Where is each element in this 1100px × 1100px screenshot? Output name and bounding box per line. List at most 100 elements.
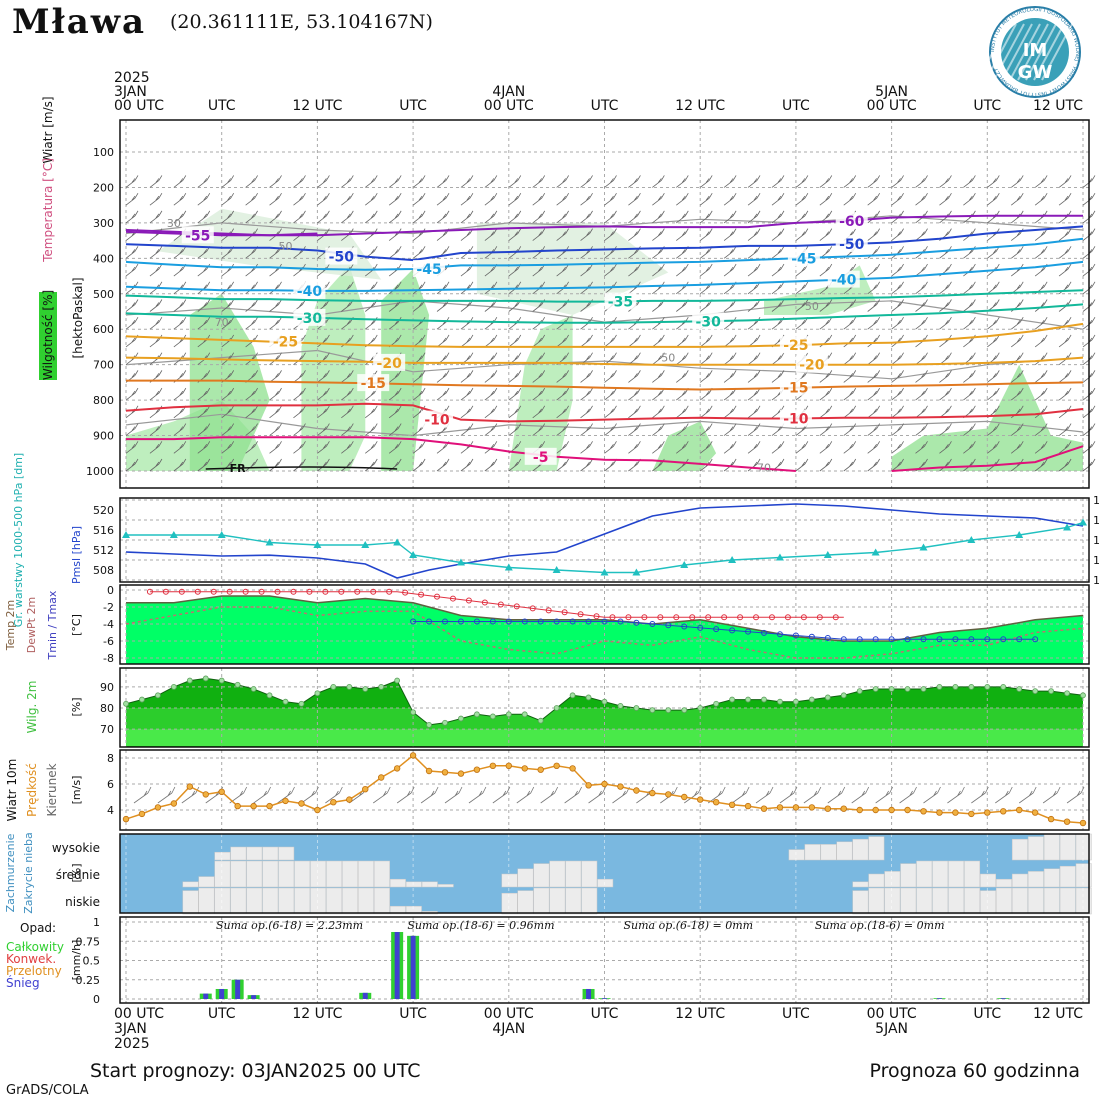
tmin-marker bbox=[410, 618, 417, 625]
wind-barb bbox=[819, 387, 833, 401]
wind-barb bbox=[699, 175, 713, 188]
tmin-marker bbox=[856, 636, 863, 643]
wind-barb bbox=[580, 458, 593, 472]
wind-speed-marker bbox=[170, 800, 178, 807]
wind-barb bbox=[460, 423, 474, 436]
wind-barb bbox=[867, 405, 881, 419]
wind-speed-marker bbox=[314, 806, 321, 814]
wind-barb bbox=[1010, 263, 1024, 277]
pmsl-line bbox=[125, 503, 1084, 579]
cloud-bar bbox=[246, 846, 263, 861]
isotherm-label: -55 bbox=[185, 228, 210, 244]
wind-barb bbox=[604, 370, 617, 383]
wind-barb bbox=[149, 317, 163, 330]
cloud-bar bbox=[182, 890, 199, 915]
isotherm-label-bg bbox=[604, 292, 637, 310]
wind-speed-marker bbox=[473, 766, 481, 773]
wind-barb bbox=[771, 228, 785, 241]
time-tick-label: 00 UTC bbox=[484, 98, 534, 114]
cloud-bar bbox=[342, 887, 358, 915]
isotherm-label: -40 bbox=[297, 284, 323, 300]
date-label: 3JAN bbox=[114, 1021, 147, 1037]
wind-barb bbox=[532, 210, 546, 224]
wind-barb bbox=[891, 334, 904, 348]
wind-barb bbox=[125, 210, 139, 224]
wind-barb bbox=[963, 387, 976, 401]
cloud-level-label: średnie bbox=[56, 868, 100, 882]
wind-speed-marker bbox=[346, 796, 353, 803]
wind-barb bbox=[795, 281, 809, 295]
cloud-bar bbox=[310, 887, 327, 915]
wind-speed-marker bbox=[122, 815, 130, 823]
date-label: 4JAN bbox=[492, 84, 525, 100]
wind-barb bbox=[245, 441, 258, 454]
cloud-bar bbox=[198, 876, 215, 888]
wind-barb bbox=[963, 423, 976, 436]
wind-barb bbox=[987, 192, 1000, 206]
cloud-bar bbox=[1043, 833, 1060, 861]
time-tick-label: 12 UTC bbox=[1033, 1006, 1083, 1022]
tmax-marker bbox=[497, 601, 504, 608]
wind-barb bbox=[412, 441, 426, 454]
wind-barb bbox=[604, 263, 617, 277]
isotherm-label-bg bbox=[779, 409, 812, 427]
wind-barb bbox=[723, 352, 737, 365]
temperature-axis-label: Temperatura [°C] bbox=[41, 158, 55, 263]
dewpoint-line bbox=[125, 606, 1084, 659]
thickness-marker bbox=[1079, 518, 1087, 526]
wind-barb bbox=[221, 458, 235, 472]
wind-barb bbox=[197, 192, 211, 206]
time-tick-label: 12 UTC bbox=[675, 98, 725, 114]
wind-speed-marker bbox=[984, 809, 991, 816]
wind-barb bbox=[484, 387, 498, 401]
wind-barb bbox=[149, 175, 163, 188]
precip-sum-label: Suma op.(18-6) = 0mm bbox=[815, 919, 945, 932]
wind-barb bbox=[771, 370, 785, 383]
cloud-bar bbox=[852, 890, 869, 915]
cloud-bar bbox=[948, 887, 965, 915]
wind-barb bbox=[963, 263, 976, 277]
wind-barb bbox=[269, 423, 282, 436]
wind-barb bbox=[771, 192, 785, 206]
humidity-area bbox=[476, 222, 669, 315]
thickness-marker bbox=[504, 563, 513, 571]
wind-barb bbox=[293, 441, 306, 454]
wind-barb bbox=[676, 405, 689, 419]
thickness-marker bbox=[361, 541, 370, 548]
wind-barb bbox=[412, 387, 426, 401]
thickness-marker bbox=[967, 536, 976, 543]
wind-barb bbox=[939, 317, 952, 330]
cloud-bar bbox=[980, 890, 996, 915]
wind-barb bbox=[915, 192, 928, 206]
wind-barb bbox=[1034, 299, 1048, 312]
wind-barb bbox=[317, 387, 330, 401]
wind-barb bbox=[365, 405, 378, 419]
wind-barb bbox=[747, 441, 761, 454]
thickness-marker bbox=[169, 531, 178, 538]
wind-barb bbox=[1010, 192, 1024, 206]
isotherm-label-bg bbox=[357, 374, 390, 392]
wind-barb bbox=[891, 387, 904, 401]
thickness-marker bbox=[409, 551, 418, 558]
wind-barb bbox=[532, 192, 546, 206]
wind-barb bbox=[125, 441, 139, 454]
tmin-marker bbox=[617, 618, 624, 625]
wind-barb bbox=[699, 210, 713, 224]
wind-barb bbox=[341, 175, 354, 188]
wind-barb bbox=[652, 441, 665, 454]
cloud-bar bbox=[565, 887, 582, 915]
wind-barb bbox=[963, 299, 976, 312]
isotherm-label-bg bbox=[269, 332, 302, 350]
humidity2m-marker bbox=[346, 683, 353, 690]
cloud-bar bbox=[230, 887, 247, 915]
cloud-bar bbox=[389, 878, 406, 888]
cloud-bar bbox=[246, 860, 263, 888]
isotherm-label: -10 bbox=[783, 412, 809, 428]
tmin-marker bbox=[649, 621, 656, 627]
wind-barb bbox=[723, 175, 737, 188]
tmin-marker bbox=[761, 629, 767, 636]
wind-barb bbox=[1010, 210, 1024, 224]
wind-barb bbox=[652, 405, 665, 419]
wind-barb bbox=[580, 387, 593, 401]
wind-barb bbox=[747, 423, 761, 436]
